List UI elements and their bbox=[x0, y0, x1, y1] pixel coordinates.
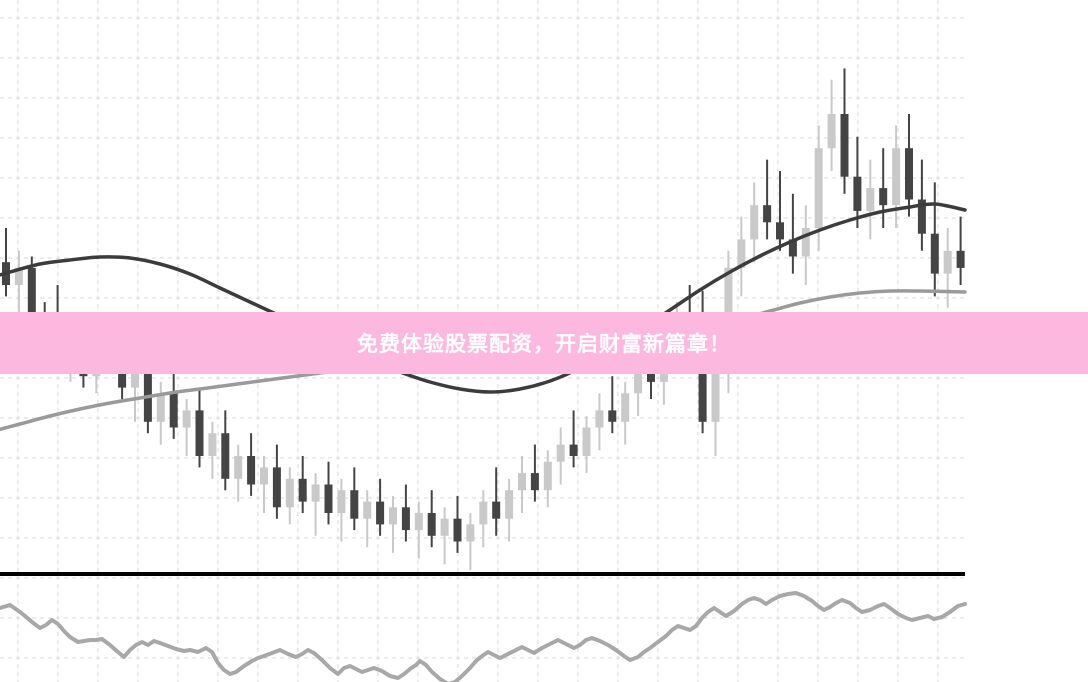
oscillator-panel-line bbox=[0, 591, 967, 682]
